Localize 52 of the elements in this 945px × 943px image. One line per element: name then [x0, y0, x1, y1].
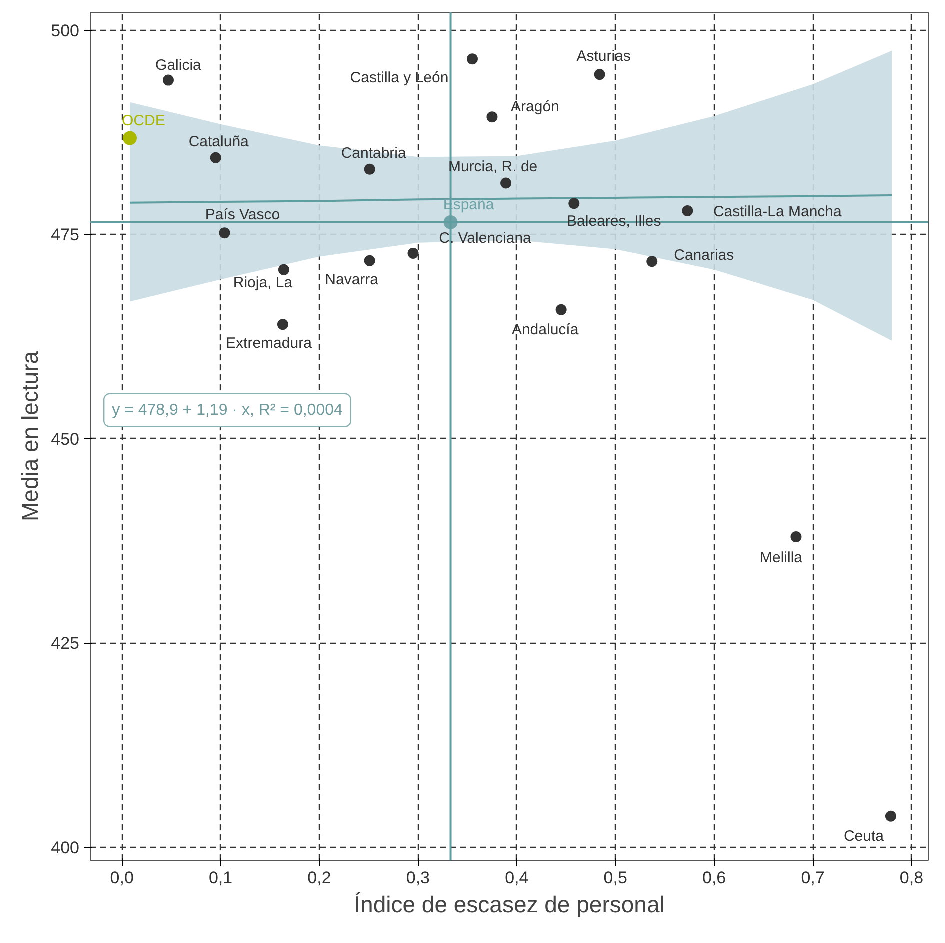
point — [556, 304, 567, 316]
annotation: Asturias — [576, 48, 631, 66]
annotation: Cantabria — [341, 144, 408, 162]
y-tick-label: 425 — [51, 634, 80, 654]
x-axis-title: Índice de escasez de personal — [354, 892, 665, 918]
point — [885, 810, 896, 822]
annotation: Galicia — [156, 56, 202, 74]
annotation: Canarias — [674, 247, 734, 264]
x-tick-label: 0,6 — [702, 868, 726, 888]
annotation: Ceuta — [844, 828, 885, 845]
annotation: Castilla-La Mancha — [713, 204, 843, 221]
point — [277, 319, 288, 330]
y-axis-title: Media en lectura — [17, 351, 44, 522]
annotation: Andalucía — [512, 321, 580, 338]
annotation: y = 478,9 + 1,19 · x, R² = 0,0004 — [112, 402, 343, 419]
series-label: OCDE — [122, 112, 166, 130]
x-tick-label: 0,1 — [208, 868, 233, 888]
point — [682, 206, 694, 217]
point — [646, 256, 658, 268]
y-tick-label: 450 — [51, 430, 80, 449]
y-tick-label: 500 — [51, 21, 80, 40]
x-tick-label: 0,4 — [505, 868, 529, 888]
annotation: Melilla — [760, 549, 804, 566]
y-tick-label: 400 — [51, 838, 80, 858]
point — [568, 198, 580, 210]
x-tick-label: 0,3 — [406, 868, 430, 888]
annotation: Cataluña — [188, 133, 250, 150]
point — [594, 69, 606, 80]
point — [210, 152, 222, 164]
y-tick-label: 475 — [51, 226, 80, 245]
point — [500, 178, 512, 189]
point — [486, 112, 498, 123]
annotation: Rioja, La — [233, 274, 294, 292]
point — [364, 255, 376, 266]
x-tick-label: 0,2 — [308, 868, 332, 888]
point — [278, 264, 290, 276]
point — [364, 164, 376, 175]
annotation: Navarra — [325, 271, 380, 288]
x-tick-label: 0,5 — [604, 868, 628, 888]
point — [219, 228, 230, 239]
x-tick-label: 0,0 — [110, 868, 134, 888]
x-tick-label: 0,7 — [801, 868, 825, 888]
annotation: Aragón — [511, 98, 560, 116]
point — [408, 248, 419, 259]
x-tick-label: 0,8 — [900, 868, 924, 888]
annotation: País Vasco — [205, 206, 280, 224]
annotation: Castilla y León — [350, 70, 449, 87]
point — [162, 74, 174, 86]
point — [122, 131, 137, 146]
annotation: Extremadura — [226, 335, 313, 352]
point — [790, 531, 802, 542]
point — [466, 54, 478, 65]
